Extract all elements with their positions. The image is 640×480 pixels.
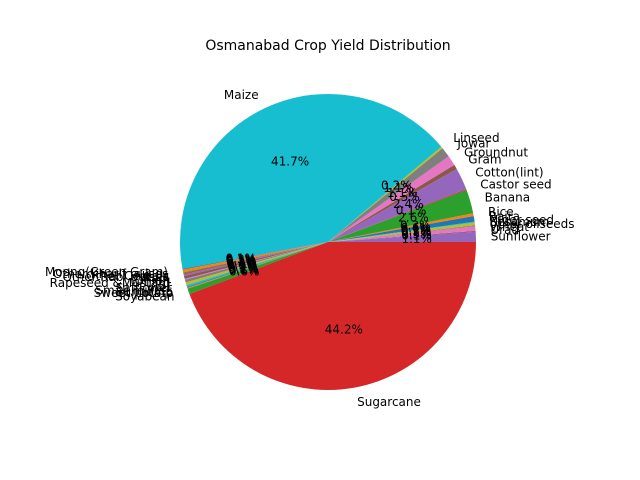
slice-percent-label: 0.1%	[228, 263, 259, 277]
slice-percent-label: 0.5%	[401, 227, 432, 241]
slice-label: Niger seed	[489, 213, 554, 227]
pie-slice	[183, 242, 328, 277]
slice-percent-label: 0.3%	[226, 253, 257, 267]
slice-label: Maize	[224, 88, 259, 102]
slice-percent-label: 0.6%	[400, 221, 431, 235]
pie-slice	[328, 231, 477, 242]
slice-label: Other Cereals	[86, 269, 169, 283]
slice-percent-label: 2.6%	[398, 211, 429, 225]
slice-label: Sugarcane	[357, 395, 421, 409]
slice-label: Rapeseed &Mustard	[50, 276, 171, 290]
pie-slice	[328, 168, 467, 242]
slice-label: Sesamum	[490, 215, 550, 229]
pie-slice	[328, 213, 474, 242]
slice-percent-label: 41.7%	[271, 155, 309, 169]
slice-label: Cotton(lint)	[475, 166, 543, 180]
slice-label: Moong(Green Gram)	[45, 265, 168, 279]
slice-label: Other Kharif pulses	[53, 267, 168, 281]
slice-label: Wheat	[490, 220, 529, 234]
pie-slice	[328, 221, 475, 242]
pie-slice	[187, 242, 328, 294]
slice-label: Bajra	[489, 210, 520, 224]
slice-percent-label: 0.1%	[225, 251, 256, 265]
slice-label: Sunhemp	[116, 285, 173, 299]
pie-slice	[328, 189, 467, 242]
slice-label: Sunflower	[491, 229, 551, 243]
slice-label: Soyabean	[115, 289, 174, 303]
slice-percent-label: 0.3%	[401, 224, 432, 238]
pie-slice	[328, 230, 476, 242]
pie-slice	[183, 242, 328, 275]
slice-percent-label: 1.1%	[383, 181, 414, 195]
slice-label: Ragi	[143, 272, 169, 286]
slice-percent-label: 0.1%	[401, 225, 432, 239]
slice-label: Gram	[468, 152, 501, 166]
slice-label: other oilseeds	[490, 217, 575, 231]
pie-slice	[182, 242, 328, 273]
slice-label: Rice	[488, 205, 514, 219]
slice-percent-label: 0.1%	[227, 257, 258, 271]
pie-slice	[186, 242, 328, 288]
pie-slice	[328, 164, 457, 242]
slice-label: Groundnut	[464, 146, 528, 160]
slice-percent-label: 0.1%	[228, 262, 259, 276]
slice-percent-label: 0.3%	[400, 219, 431, 233]
pie-slice	[328, 190, 474, 242]
slice-percent-label: 0.3%	[228, 260, 259, 274]
pie-slice	[328, 148, 449, 242]
pie-slice	[184, 242, 328, 283]
slice-label: Tur	[152, 278, 171, 292]
pie-slice	[183, 242, 328, 274]
pie-slice	[328, 222, 476, 242]
pie-slice	[189, 242, 476, 390]
pie-percent-labels: 1.1%0.1%0.5%0.1%0.3%0.1%0.6%0.3%2.6%0.1%…	[225, 155, 432, 337]
pie-slice	[328, 156, 455, 242]
pie-slice	[187, 242, 328, 289]
slice-percent-label: 0.1%	[226, 254, 257, 268]
pie-slice	[182, 242, 328, 270]
pie-slices	[180, 93, 477, 390]
slice-percent-label: 0.1%	[396, 204, 427, 218]
pie-slice	[328, 226, 476, 242]
slice-label: Banana	[485, 191, 531, 205]
slice-percent-label: 0.5%	[389, 190, 420, 204]
slice-percent-label: 0.2%	[381, 178, 412, 192]
slice-percent-label: 0.3%	[227, 259, 258, 273]
slice-percent-label: 1.1%	[387, 186, 418, 200]
pie-slice	[185, 242, 328, 286]
slice-percent-label: 44.2%	[325, 322, 363, 336]
slice-label: Castor seed	[480, 177, 551, 191]
chart-title: Osmanabad Crop Yield Distribution	[205, 38, 450, 54]
slice-percent-label: 2.4%	[393, 197, 424, 211]
slice-percent-label: 0.2%	[228, 261, 259, 275]
pie-slice	[184, 242, 328, 280]
slice-label: Other Rabi pulses	[62, 270, 169, 284]
slice-percent-label: 0.1%	[401, 223, 432, 237]
pie-slice	[328, 146, 443, 242]
pie-slice	[186, 242, 328, 287]
slice-percent-label: 0.2%	[226, 255, 257, 269]
slice-label: Urad	[490, 223, 519, 237]
slice-percent-label: 0.1%	[226, 254, 257, 268]
pie-slice	[184, 242, 328, 279]
slice-label: Safflower	[116, 281, 172, 295]
slice-percent-label: 0.3%	[227, 256, 258, 270]
pie-slice	[328, 216, 475, 242]
slice-label: Onion	[135, 274, 170, 288]
slice-label: Small millets	[95, 284, 172, 298]
slice-label: Sweet potato	[94, 286, 174, 300]
slice-percent-label: 0.6%	[229, 265, 260, 279]
slice-label: Linseed	[453, 131, 499, 145]
pie-slice	[180, 93, 442, 269]
slice-percent-label: 0.1%	[401, 229, 432, 243]
slice-label: Jowar	[456, 136, 490, 150]
slice-percent-label: 1.1%	[401, 232, 432, 246]
pie-slice	[328, 225, 476, 242]
